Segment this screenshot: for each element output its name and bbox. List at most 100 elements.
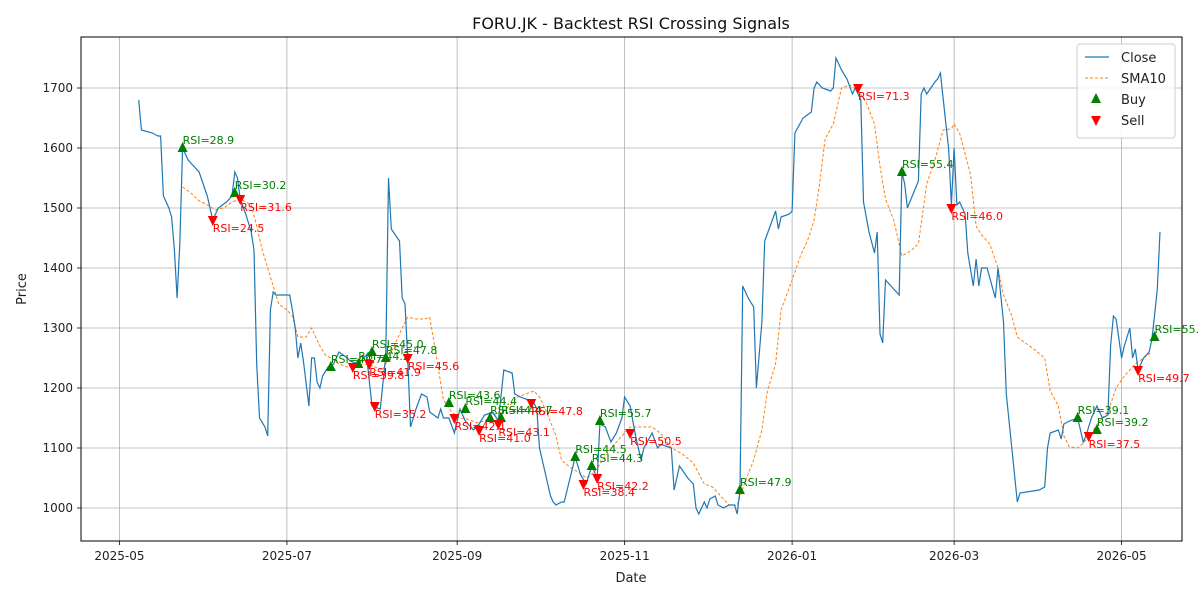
legend-label-sma10: SMA10 <box>1121 72 1166 87</box>
buy-signal-marker <box>896 166 907 176</box>
sell-signal-marker <box>493 420 504 430</box>
sell-signal-label: RSI=49.7 <box>1138 372 1190 385</box>
y-tick-label: 1000 <box>42 501 73 515</box>
buy-signal-label: RSI=47.9 <box>740 476 792 489</box>
buy-signal-marker <box>1072 412 1083 422</box>
sell-signal-marker <box>402 354 413 364</box>
sell-signal-label: RSI=39.8 <box>353 369 405 382</box>
sell-signal-label: RSI=41.9 <box>369 366 421 379</box>
chart-title: FORU.JK - Backtest RSI Crossing Signals <box>472 14 790 33</box>
x-tick-label: 2025-05 <box>94 549 144 563</box>
buy-signal-label: RSI=39.2 <box>1097 416 1149 429</box>
y-tick-label: 1200 <box>42 381 73 395</box>
buy-signal-marker <box>380 352 391 362</box>
sell-signal-label: RSI=31.6 <box>240 201 292 214</box>
buy-signal-marker <box>496 412 507 422</box>
sell-signal-label: RSI=42.2 <box>597 480 649 493</box>
buy-signal-marker <box>594 415 605 425</box>
legend-sell-swatch <box>1091 116 1101 126</box>
sell-signal-label: RSI=37.5 <box>1089 438 1141 451</box>
close-line <box>138 55 1161 516</box>
buy-signal-label: RSI=55.4 <box>902 158 954 171</box>
buy-signal-label: RSI=47.8 <box>386 344 438 357</box>
y-tick-label: 1300 <box>42 321 73 335</box>
legend-box <box>1076 43 1176 139</box>
buy-signal-label: RSI=44.5 <box>575 443 627 456</box>
x-axis-title: Date <box>615 571 646 586</box>
x-tick-label: 2025-09 <box>432 549 482 563</box>
sell-signal-label: RSI=38.4 <box>583 486 635 499</box>
sma10-line <box>182 84 1153 506</box>
buy-signal-marker <box>586 460 597 470</box>
buy-signal-marker <box>229 187 240 197</box>
y-axis-title: Price <box>15 273 30 305</box>
y-tick-label: 1400 <box>42 261 73 275</box>
plot-area-frame <box>80 36 1183 542</box>
sell-signal-marker <box>369 402 380 412</box>
y-tick-label: 1700 <box>42 81 73 95</box>
buy-signal-label: RSI=55.3 <box>1155 323 1200 336</box>
buy-signal-marker <box>734 484 745 494</box>
axes: 2025-05 2025-07 2025-09 2025-11 2026-01 2026-… <box>42 81 1146 563</box>
buy-signal-marker <box>460 403 471 413</box>
y-tick-label: 1600 <box>42 141 73 155</box>
buy-signal-label: RSI=44.3 <box>592 452 644 465</box>
buy-signal-label: RSI=44.4 <box>490 404 542 417</box>
buy-signal-marker <box>570 451 581 461</box>
sell-signal-marker <box>578 480 589 490</box>
x-tick-label: 2025-11 <box>600 549 650 563</box>
sell-signal-marker <box>1083 432 1094 442</box>
sell-signal-marker <box>625 429 636 439</box>
sma10-series <box>182 84 1153 506</box>
sell-signal-label: RSI=43.1 <box>498 426 550 439</box>
grid-lines <box>81 37 1182 541</box>
sell-signal-label: RSI=41.0 <box>479 432 531 445</box>
x-tick-label: 2026-01 <box>767 549 817 563</box>
sell-signal-label: RSI=35.2 <box>375 408 427 421</box>
legend: Close SMA10 Buy Sell <box>1076 43 1176 139</box>
sell-signal-marker <box>592 474 603 484</box>
buy-signal-label: RSI=43.6 <box>449 389 501 402</box>
legend-label-close: Close <box>1121 51 1156 66</box>
sell-signal-marker <box>364 360 375 370</box>
sell-signal-marker <box>474 426 485 436</box>
buy-signal-marker <box>367 346 378 356</box>
sell-signal-label: RSI=71.3 <box>858 90 910 103</box>
buy-signal-label: RSI=55.7 <box>600 407 652 420</box>
buy-signal-marker <box>1091 424 1102 434</box>
legend-label-buy: Buy <box>1121 93 1146 108</box>
sell-signal-marker <box>1133 366 1144 376</box>
x-tick-label: 2026-05 <box>1097 549 1147 563</box>
sell-signal-label: RSI=45.6 <box>408 360 460 373</box>
sell-signal-marker <box>449 414 460 424</box>
sell-signal-marker <box>853 84 864 94</box>
sell-signal-marker <box>347 363 358 373</box>
buy-signal-marker <box>443 397 454 407</box>
sell-signal-marker <box>207 216 218 226</box>
x-tick-label: 2025-07 <box>262 549 312 563</box>
y-tick-label: 1100 <box>42 441 73 455</box>
buy-signal-label: RSI=45.0 <box>372 338 424 351</box>
sell-signal-label: RSI=47.8 <box>531 405 583 418</box>
sell-signal-label: RSI=46.0 <box>951 210 1003 223</box>
x-tick-label: 2026-03 <box>929 549 979 563</box>
legend-label-sell: Sell <box>1121 114 1144 129</box>
sell-signal-marker <box>526 399 537 409</box>
sell-signal-label: RSI=24.5 <box>213 222 265 235</box>
buy-signal-marker <box>485 412 496 422</box>
buy-signal-marker <box>325 361 336 371</box>
signal-markers: RSI=28.9RSI=30.2RSI=44.7RSI=44.2RSI=45.0… <box>177 84 1200 499</box>
sell-signal-label: RSI=50.5 <box>630 435 682 448</box>
buy-signal-label: RSI=44.4 <box>465 395 517 408</box>
y-tick-label: 1500 <box>42 201 73 215</box>
buy-signal-label: RSI=44.7 <box>501 404 553 417</box>
close-series <box>138 55 1161 516</box>
buy-signal-label: RSI=28.9 <box>183 134 235 147</box>
legend-buy-swatch <box>1091 93 1101 103</box>
buy-signal-marker <box>1149 331 1160 341</box>
buy-signal-label: RSI=39.1 <box>1078 404 1130 417</box>
buy-signal-marker <box>177 142 188 152</box>
sell-signal-marker <box>946 204 957 214</box>
